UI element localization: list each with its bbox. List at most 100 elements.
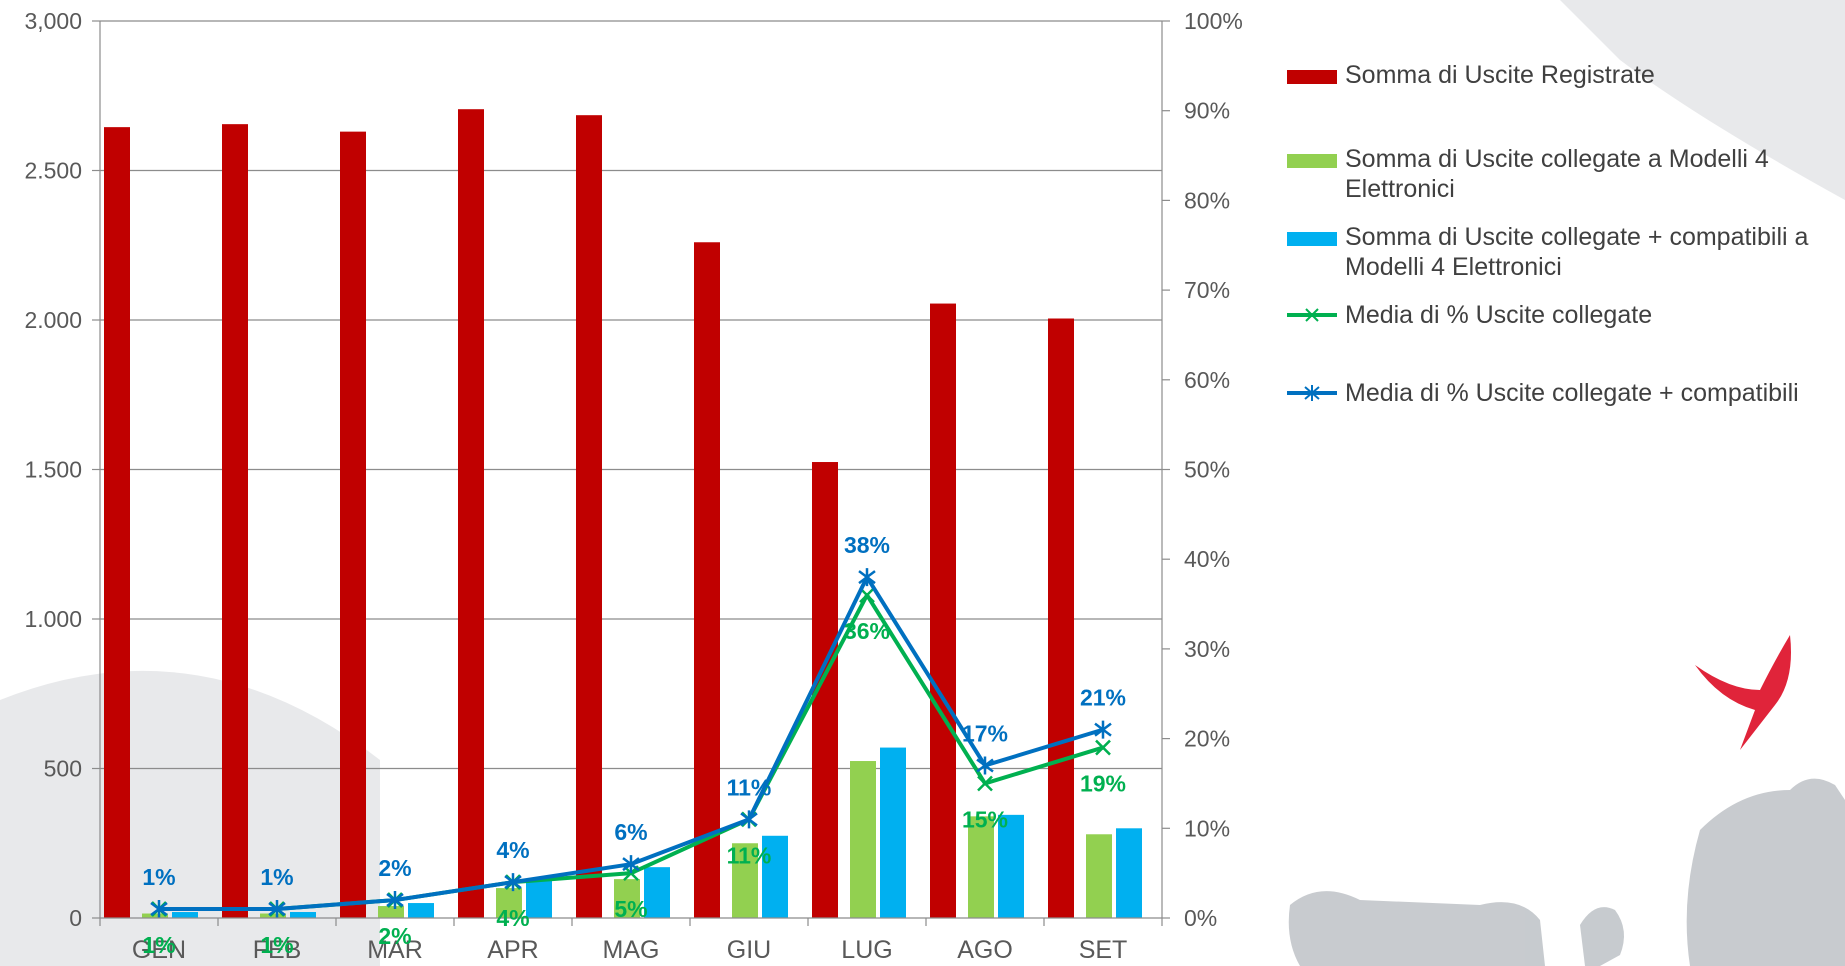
- y-right-tick-label: 40%: [1184, 546, 1230, 572]
- pct-compatibili-marker: [386, 891, 404, 910]
- bar-collegate: [968, 816, 994, 918]
- x-tick-label: GEN: [132, 936, 186, 964]
- y-left-tick-label: 3,000: [24, 8, 82, 34]
- pct-compatibili-marker: [268, 900, 286, 919]
- pct-compatibili-marker: [740, 810, 758, 829]
- legend-swatch-compatibili: [1287, 232, 1337, 246]
- legend-item-pct-compatibili: Media di % Uscite collegate + compatibil…: [1285, 378, 1845, 408]
- data-label-pct-collegate: 11%: [727, 842, 772, 868]
- y-left-tick-label: 1.500: [24, 457, 82, 483]
- bar-registrate: [340, 131, 366, 918]
- bar-registrate: [458, 109, 484, 918]
- pct-compatibili-marker: [858, 568, 876, 587]
- corner-swoosh-left: [0, 670, 380, 966]
- legend-key-pct-collegate: [1285, 302, 1337, 328]
- bar-compatibili: [408, 903, 434, 918]
- bar-collegate: [614, 879, 640, 918]
- legend-item-compatibili: Somma di Uscite collegate + compatibili …: [1285, 222, 1845, 282]
- x-tick-label: FEB: [253, 936, 302, 964]
- bar-compatibili: [880, 747, 906, 918]
- bar-collegate: [142, 913, 168, 918]
- legend-item-collegate: Somma di Uscite collegate a Modelli 4 El…: [1285, 144, 1845, 204]
- legend-swatch-collegate: [1287, 154, 1337, 168]
- bar-compatibili: [762, 835, 788, 918]
- bar-registrate: [1048, 318, 1074, 918]
- legend-label: Media di % Uscite collegate + compatibil…: [1345, 379, 1799, 407]
- legend-key-compatibili: [1285, 224, 1337, 250]
- y-right-tick-label: 50%: [1184, 457, 1230, 483]
- chicken-silhouette: [1580, 907, 1624, 966]
- data-label-pct-compatibili: 21%: [1080, 685, 1126, 711]
- bar-collegate: [496, 888, 522, 918]
- data-label-pct-collegate: 1%: [260, 932, 293, 958]
- data-label-pct-compatibili: 1%: [260, 864, 293, 890]
- y-right-tick-label: 0%: [1184, 905, 1217, 931]
- data-label-pct-compatibili: 11%: [727, 774, 772, 800]
- bar-compatibili: [526, 880, 552, 918]
- pct-compatibili-marker: [622, 855, 640, 874]
- cow-silhouette: [1288, 891, 1545, 966]
- data-label-pct-collegate: 4%: [496, 905, 529, 931]
- corner-swoosh-right: [1560, 0, 1845, 200]
- x-tick-label: SET: [1079, 936, 1128, 964]
- y-right-tick-label: 100%: [1184, 8, 1243, 34]
- data-label-pct-compatibili: 4%: [496, 837, 529, 863]
- x-tick-label: GIU: [727, 936, 771, 964]
- legend-key-collegate: [1285, 146, 1337, 172]
- bar-registrate: [104, 127, 130, 918]
- pct-collegate-marker: [1095, 739, 1111, 756]
- y-left-tick-label: 2.000: [24, 307, 82, 333]
- y-right-tick-label: 30%: [1184, 636, 1230, 662]
- y-right-tick-label: 60%: [1184, 367, 1230, 393]
- x-tick-label: MAR: [367, 936, 423, 964]
- bar-compatibili: [172, 912, 198, 918]
- data-label-pct-compatibili: 1%: [142, 864, 175, 890]
- data-label-pct-collegate: 36%: [844, 618, 890, 644]
- data-label-pct-collegate: 1%: [142, 932, 175, 958]
- bar-collegate: [1086, 834, 1112, 918]
- bar-compatibili: [290, 912, 316, 918]
- bar-compatibili: [1116, 828, 1142, 918]
- bar-registrate: [222, 124, 248, 918]
- bar-compatibili: [998, 814, 1024, 918]
- data-label-pct-collegate: 19%: [1080, 771, 1126, 797]
- bar-collegate: [378, 906, 404, 918]
- x-tick-label: LUG: [841, 936, 892, 964]
- legend-label: Media di % Uscite collegate: [1345, 301, 1653, 329]
- legend-item-pct-collegate: Media di % Uscite collegate: [1285, 300, 1845, 330]
- legend-key-pct-compatibili: [1285, 380, 1337, 406]
- legend-label: Somma di Uscite Registrate: [1345, 61, 1655, 89]
- pct-compatibili-marker: [504, 873, 522, 892]
- axes: 0 500 1.000 1.500 2.000 2.500 3,000 0% 10% 20% 30%…: [24, 8, 1242, 964]
- y-right-tick-label: 80%: [1184, 187, 1230, 213]
- data-label-pct-compatibili: 17%: [962, 721, 1008, 747]
- x-tick-label: AGO: [957, 936, 1013, 964]
- y-right-tick-label: 10%: [1184, 815, 1230, 841]
- legend-line-marker-star: [1287, 385, 1337, 401]
- x-tick-label: APR: [487, 936, 538, 964]
- data-label-pct-collegate: 2%: [378, 923, 411, 949]
- bar-collegate: [850, 761, 876, 918]
- x-tick-label: MAG: [603, 936, 660, 964]
- y-right-tick-label: 90%: [1184, 98, 1230, 124]
- pct-compatibili-marker: [150, 900, 168, 919]
- legend-key-registrate: [1285, 62, 1337, 88]
- horse-silhouette: [1686, 778, 1845, 966]
- data-label-pct-collegate: 15%: [962, 806, 1008, 832]
- legend-line-marker-x: [1287, 308, 1337, 322]
- y-left-tick-label: 1.000: [24, 606, 82, 632]
- y-left-tick-label: 2.500: [24, 158, 82, 184]
- y-right-tick-label: 70%: [1184, 277, 1230, 303]
- bird-logo: [1695, 635, 1791, 750]
- legend-item-registrate: Somma di Uscite Registrate: [1285, 60, 1845, 90]
- gridlines: [100, 20, 1162, 770]
- lines: [150, 568, 1112, 919]
- legend-swatch-registrate: [1287, 70, 1337, 84]
- pct-collegate-marker: [977, 775, 993, 792]
- data-label-pct-collegate: 5%: [614, 896, 647, 922]
- y-left-tick-label: 0: [69, 905, 82, 931]
- bar-compatibili: [644, 867, 670, 918]
